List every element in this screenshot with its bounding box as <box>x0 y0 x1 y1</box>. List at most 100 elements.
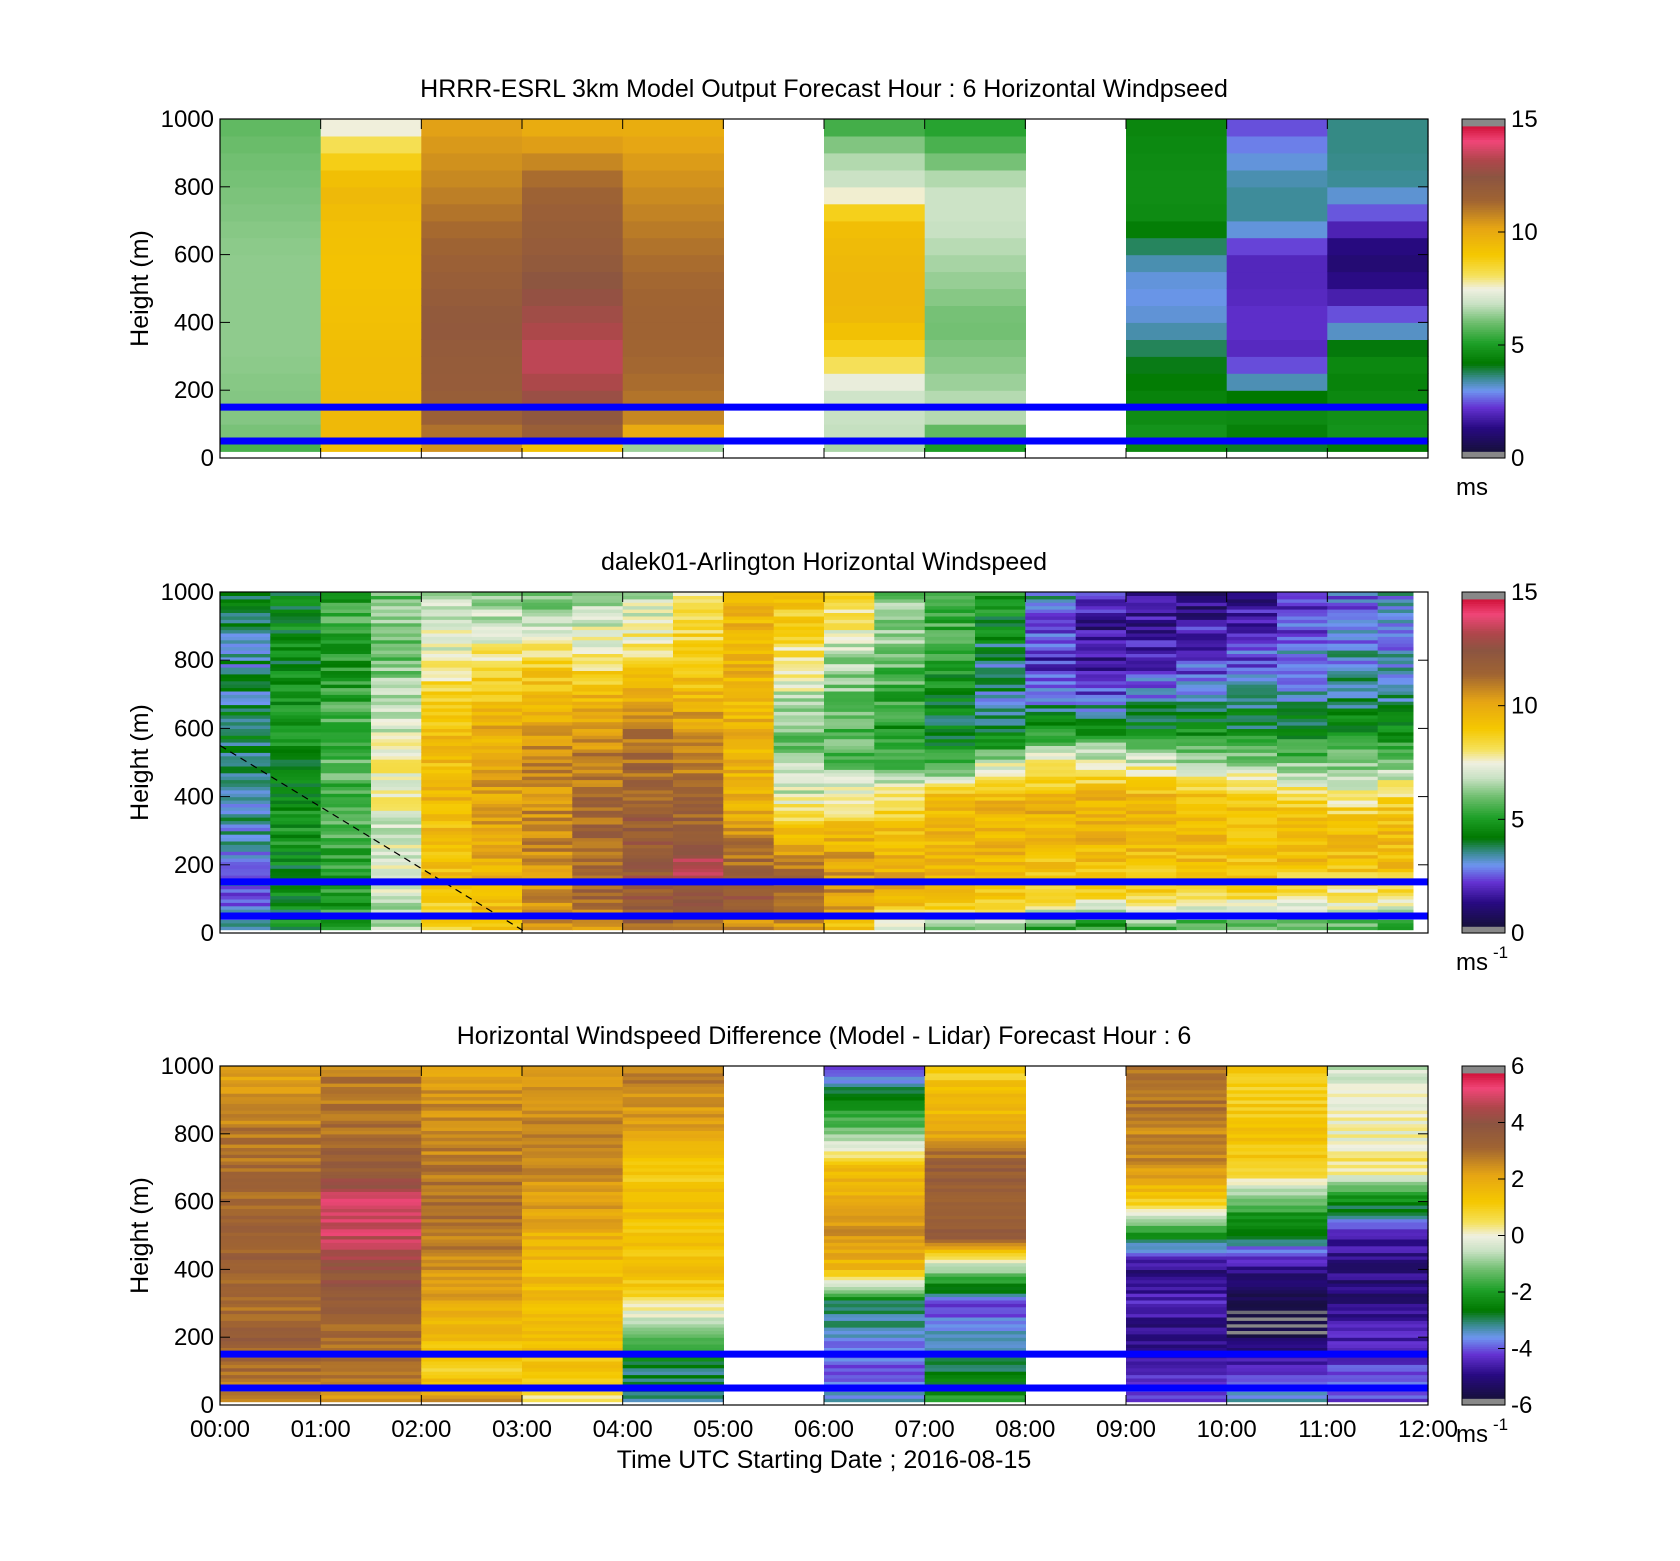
heatmap-cell <box>773 752 825 757</box>
heatmap-cell <box>220 783 271 787</box>
heatmap-cell <box>975 660 1026 665</box>
heatmap-cell <box>220 1140 322 1145</box>
colorbar-segment <box>1462 1095 1505 1099</box>
heatmap-cell <box>1327 892 1379 897</box>
heatmap-cell <box>1377 752 1414 757</box>
heatmap-cell <box>1327 735 1379 740</box>
colorbar-segment <box>1462 898 1505 902</box>
heatmap-cell <box>924 1133 1026 1138</box>
heatmap-cell <box>1075 830 1127 835</box>
heatmap-cell <box>1327 827 1379 832</box>
heatmap-cell <box>723 786 775 791</box>
heatmap-cell <box>522 1330 624 1335</box>
heatmap-cell <box>421 1079 523 1084</box>
heatmap-cell <box>1075 595 1127 600</box>
heatmap-cells <box>220 119 1429 452</box>
heatmap-cell <box>924 612 976 617</box>
heatmap-cell <box>1226 1316 1328 1321</box>
heatmap-cell <box>673 810 724 815</box>
heatmap-cell <box>1226 1093 1328 1098</box>
colorbar-segment <box>1462 363 1505 366</box>
heatmap-cell <box>220 762 271 767</box>
heatmap-cell <box>471 605 523 610</box>
heatmap-cell <box>1327 875 1379 879</box>
heatmap-cell <box>421 714 473 719</box>
heatmap-cell <box>824 1120 926 1125</box>
heatmap-cell <box>270 902 322 907</box>
heatmap-cell <box>924 288 1026 306</box>
heatmap-cell <box>1327 186 1429 205</box>
colorbar-segment <box>1462 406 1505 409</box>
heatmap-cell <box>421 1320 523 1325</box>
heatmap-cell <box>320 1320 422 1325</box>
heatmap-cell <box>220 1313 322 1318</box>
heatmap-cell <box>1126 707 1177 712</box>
heatmap-cell <box>320 1191 422 1196</box>
heatmap-cell <box>824 1144 926 1148</box>
heatmap-cell <box>220 1106 322 1111</box>
heatmap-cell <box>220 152 322 171</box>
heatmap-cell <box>320 407 422 425</box>
heatmap-cell <box>522 813 573 818</box>
heatmap-cell <box>522 690 573 695</box>
heatmap-cell <box>421 1215 523 1220</box>
heatmap-cell <box>572 718 624 723</box>
heatmap-cell <box>220 612 271 617</box>
heatmap-cell <box>1226 254 1328 273</box>
heatmap-cell <box>1025 650 1077 654</box>
heatmap-cell <box>622 1160 724 1165</box>
colorbar-segment <box>1462 746 1505 750</box>
heatmap-cell <box>622 854 674 859</box>
colorbar-segment <box>1462 821 1505 825</box>
colorbar-segment <box>1462 830 1505 834</box>
colorbar-segment <box>1462 714 1505 718</box>
heatmap-cell <box>270 605 322 610</box>
heatmap-cell <box>522 731 573 736</box>
heatmap-cell <box>622 796 674 801</box>
heatmap-cell <box>1327 1344 1429 1348</box>
heatmap-cell <box>471 919 523 924</box>
heatmap-cell <box>673 598 724 603</box>
heatmap-cell <box>673 772 724 777</box>
heatmap-cell <box>1327 636 1379 641</box>
heatmap-cell <box>622 803 674 808</box>
heatmap-cell <box>220 622 271 627</box>
heatmap-cell <box>522 902 573 907</box>
heatmap-cell <box>522 789 573 794</box>
heatmap-cell <box>1176 609 1228 613</box>
heatmap-cell <box>1327 1198 1429 1203</box>
heatmap-cell <box>270 728 322 733</box>
heatmap-cell <box>320 1127 422 1131</box>
heatmap-cell <box>1025 643 1077 648</box>
colorbar-segment <box>1462 220 1505 224</box>
heatmap-cell <box>270 598 322 603</box>
heatmap-cell <box>471 602 523 607</box>
colorbar-segment <box>1462 1230 1505 1234</box>
colorbar-segment <box>1462 1382 1505 1386</box>
heatmap-cell <box>1327 909 1379 914</box>
heatmap-cell <box>421 718 473 723</box>
heatmap-cell <box>975 779 1026 784</box>
heatmap-cell <box>1377 748 1414 753</box>
heatmap-cell <box>1126 1150 1228 1155</box>
heatmap-cell <box>1327 1289 1429 1294</box>
colorbar-segment <box>1462 177 1505 181</box>
heatmap-cell <box>320 650 372 654</box>
heatmap-cell <box>773 704 825 709</box>
heatmap-cell <box>371 684 422 689</box>
heatmap-cell <box>874 725 926 729</box>
heatmap-cell <box>471 697 523 702</box>
heatmap-cell <box>1025 851 1077 856</box>
heatmap-cell <box>421 687 473 692</box>
heatmap-cell <box>1126 1327 1228 1331</box>
heatmap-cell <box>471 762 523 767</box>
heatmap-cell <box>1176 803 1228 808</box>
heatmap-cell <box>522 1347 624 1352</box>
heatmap-cell <box>975 615 1026 620</box>
heatmap-cell <box>270 769 322 774</box>
heatmap-cell <box>572 840 624 845</box>
heatmap-cell <box>220 813 271 818</box>
heatmap-cell <box>421 356 523 374</box>
heatmap-cell <box>673 605 724 610</box>
